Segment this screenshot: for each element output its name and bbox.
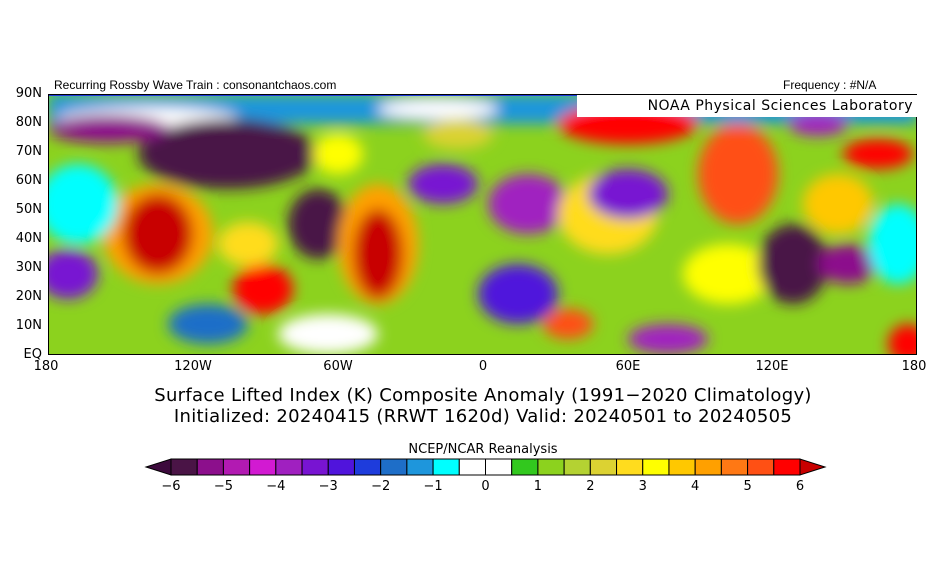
lon-label: 60W (323, 359, 353, 374)
colorbar (144, 458, 827, 476)
colorbar-box (196, 458, 224, 476)
lat-label: 60N (15, 173, 42, 188)
colorbar-box (563, 458, 591, 476)
colorbar-box (537, 458, 565, 476)
colorbar-box (747, 458, 775, 476)
lat-label: 30N (15, 260, 42, 275)
map-frame (48, 94, 917, 355)
colorbar-box (380, 458, 408, 476)
colorbar-tick-label: 5 (743, 479, 752, 494)
lat-label: 40N (15, 231, 42, 246)
colorbar-box (222, 458, 251, 476)
colorbar-tick-label: 1 (533, 479, 543, 494)
colorbar-tick-label: −4 (266, 479, 286, 494)
colorbar-box (301, 458, 329, 476)
lat-label: 90N (15, 86, 42, 101)
title-line-2: Initialized: 20240415 (RRWT 1620d) Valid… (173, 406, 793, 427)
colorbar-tick-label: −5 (213, 479, 233, 494)
colorbar-box (353, 458, 382, 476)
colorbar-box (485, 458, 513, 476)
colorbar-box (432, 458, 460, 476)
lat-label: 50N (15, 202, 42, 217)
colorbar-box (773, 458, 801, 476)
lat-label: 80N (15, 115, 42, 130)
colorbar-tick-label: −3 (318, 479, 338, 494)
colorbar-tick-label: 2 (586, 479, 595, 494)
colorbar-source-label: NCEP/NCAR Reanalysis (408, 442, 558, 457)
colorbar-box (642, 458, 670, 476)
lat-label: 10N (15, 318, 42, 333)
colorbar-box (275, 458, 303, 476)
colorbar-tick-label: 3 (638, 479, 647, 494)
colorbar-under-triangle (144, 458, 172, 476)
colorbar-tick-label: 4 (691, 479, 700, 494)
colorbar-box (668, 458, 696, 476)
colorbar-tick-label: −2 (371, 479, 391, 494)
colorbar-over-triangle (799, 458, 827, 476)
colorbar-box (511, 458, 539, 476)
colorbar-tick-label: −6 (161, 479, 181, 494)
lon-label: 180 (901, 359, 927, 374)
colorbar-tick-label: 6 (795, 479, 805, 494)
colorbar-tick-label: 0 (481, 479, 490, 494)
header-frequency-text: Frequency : #N/A (783, 78, 877, 92)
lat-label: 70N (15, 144, 42, 159)
lon-label: 0 (478, 359, 488, 374)
colorbar-box (249, 458, 277, 476)
colorbar-box (327, 458, 355, 476)
colorbar-box (458, 458, 486, 476)
header-left-text: Recurring Rossby Wave Train : consonantc… (54, 78, 337, 92)
lat-label: 20N (15, 289, 42, 304)
lon-label: 60E (615, 359, 641, 374)
lat-label: EQ (23, 347, 42, 362)
lon-label: 180 (33, 359, 59, 374)
lon-label: 120E (755, 359, 789, 374)
title-line-1: Surface Lifted Index (K) Composite Anoma… (154, 385, 812, 406)
colorbar-box (170, 458, 198, 476)
colorbar-box (694, 458, 722, 476)
lab-label: NOAA Physical Sciences Laboratory (577, 95, 917, 117)
colorbar-box (589, 458, 618, 476)
colorbar-box (720, 458, 749, 476)
colorbar-box (616, 458, 644, 476)
colorbar-box (406, 458, 434, 476)
lon-label: 120W (174, 359, 212, 374)
anomaly-map (48, 94, 917, 355)
colorbar-tick-label: −1 (423, 479, 443, 494)
